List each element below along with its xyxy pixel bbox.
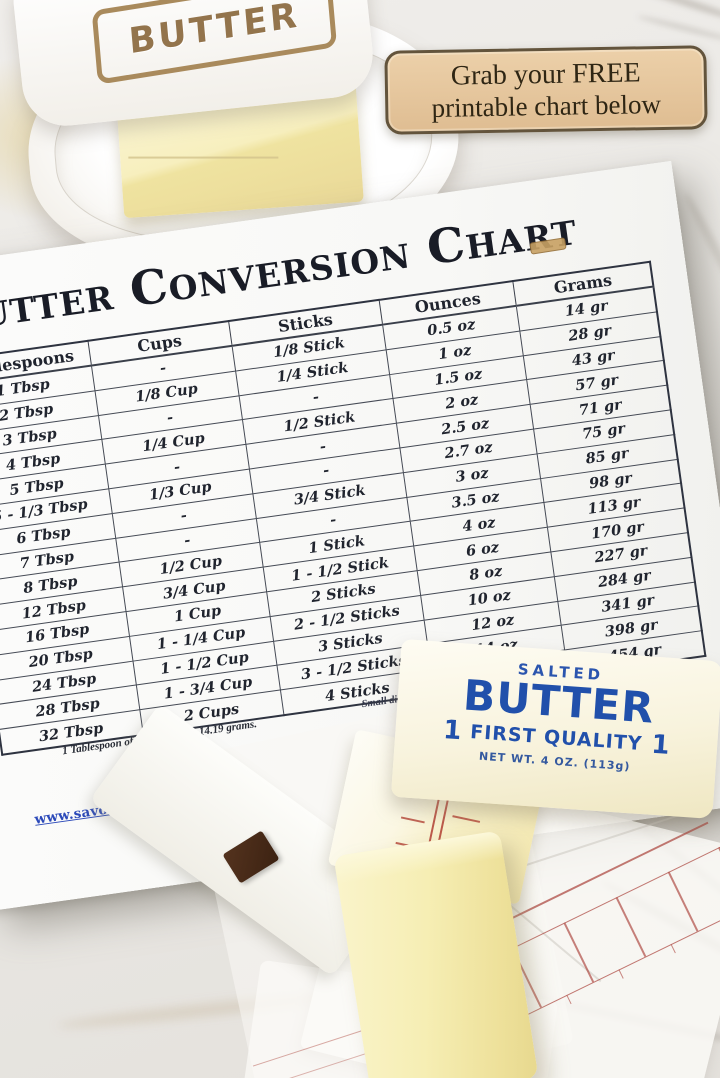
package-one-right: 1 bbox=[650, 729, 671, 762]
promo-banner: Grab your FREE printable chart below bbox=[384, 45, 708, 135]
butter-dish-label: BUTTER bbox=[127, 0, 302, 63]
salted-butter-package: SALTED BUTTER 1 FIRST QUALITY 1 NET WT. … bbox=[390, 638, 720, 820]
butter-dish-plaque: BUTTER bbox=[91, 0, 338, 85]
banner-line-1: Grab your FREE bbox=[450, 57, 641, 92]
marble-vein bbox=[636, 13, 720, 44]
package-one-left: 1 bbox=[442, 715, 463, 747]
banner-line-2: printable chart below bbox=[431, 88, 662, 123]
